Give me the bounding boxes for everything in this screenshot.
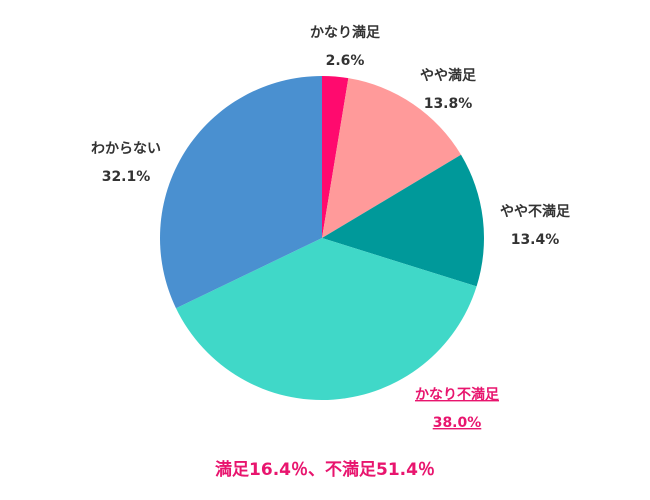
pie-slice [322, 76, 349, 238]
value-label: 13.8% [424, 96, 473, 112]
pie-slice [322, 154, 485, 287]
pie-slice [159, 76, 322, 309]
value-label: 13.4% [511, 232, 560, 248]
pie [159, 76, 485, 401]
slice-label: わからない [91, 141, 161, 157]
slice-label: やや満足 [420, 67, 477, 84]
value-label: 32.1% [102, 169, 151, 185]
slice-label: やや不満足 [500, 203, 571, 220]
value-label: 38.0% [433, 415, 482, 431]
pie-slice [175, 238, 477, 401]
pie-slice [322, 78, 462, 238]
slice-label: かなり不満足 [415, 386, 500, 403]
slice-label: かなり満足 [310, 24, 381, 41]
value-label: 2.6% [326, 53, 365, 69]
annotation: 満足16.4％、不満足51.4％ [215, 459, 435, 480]
